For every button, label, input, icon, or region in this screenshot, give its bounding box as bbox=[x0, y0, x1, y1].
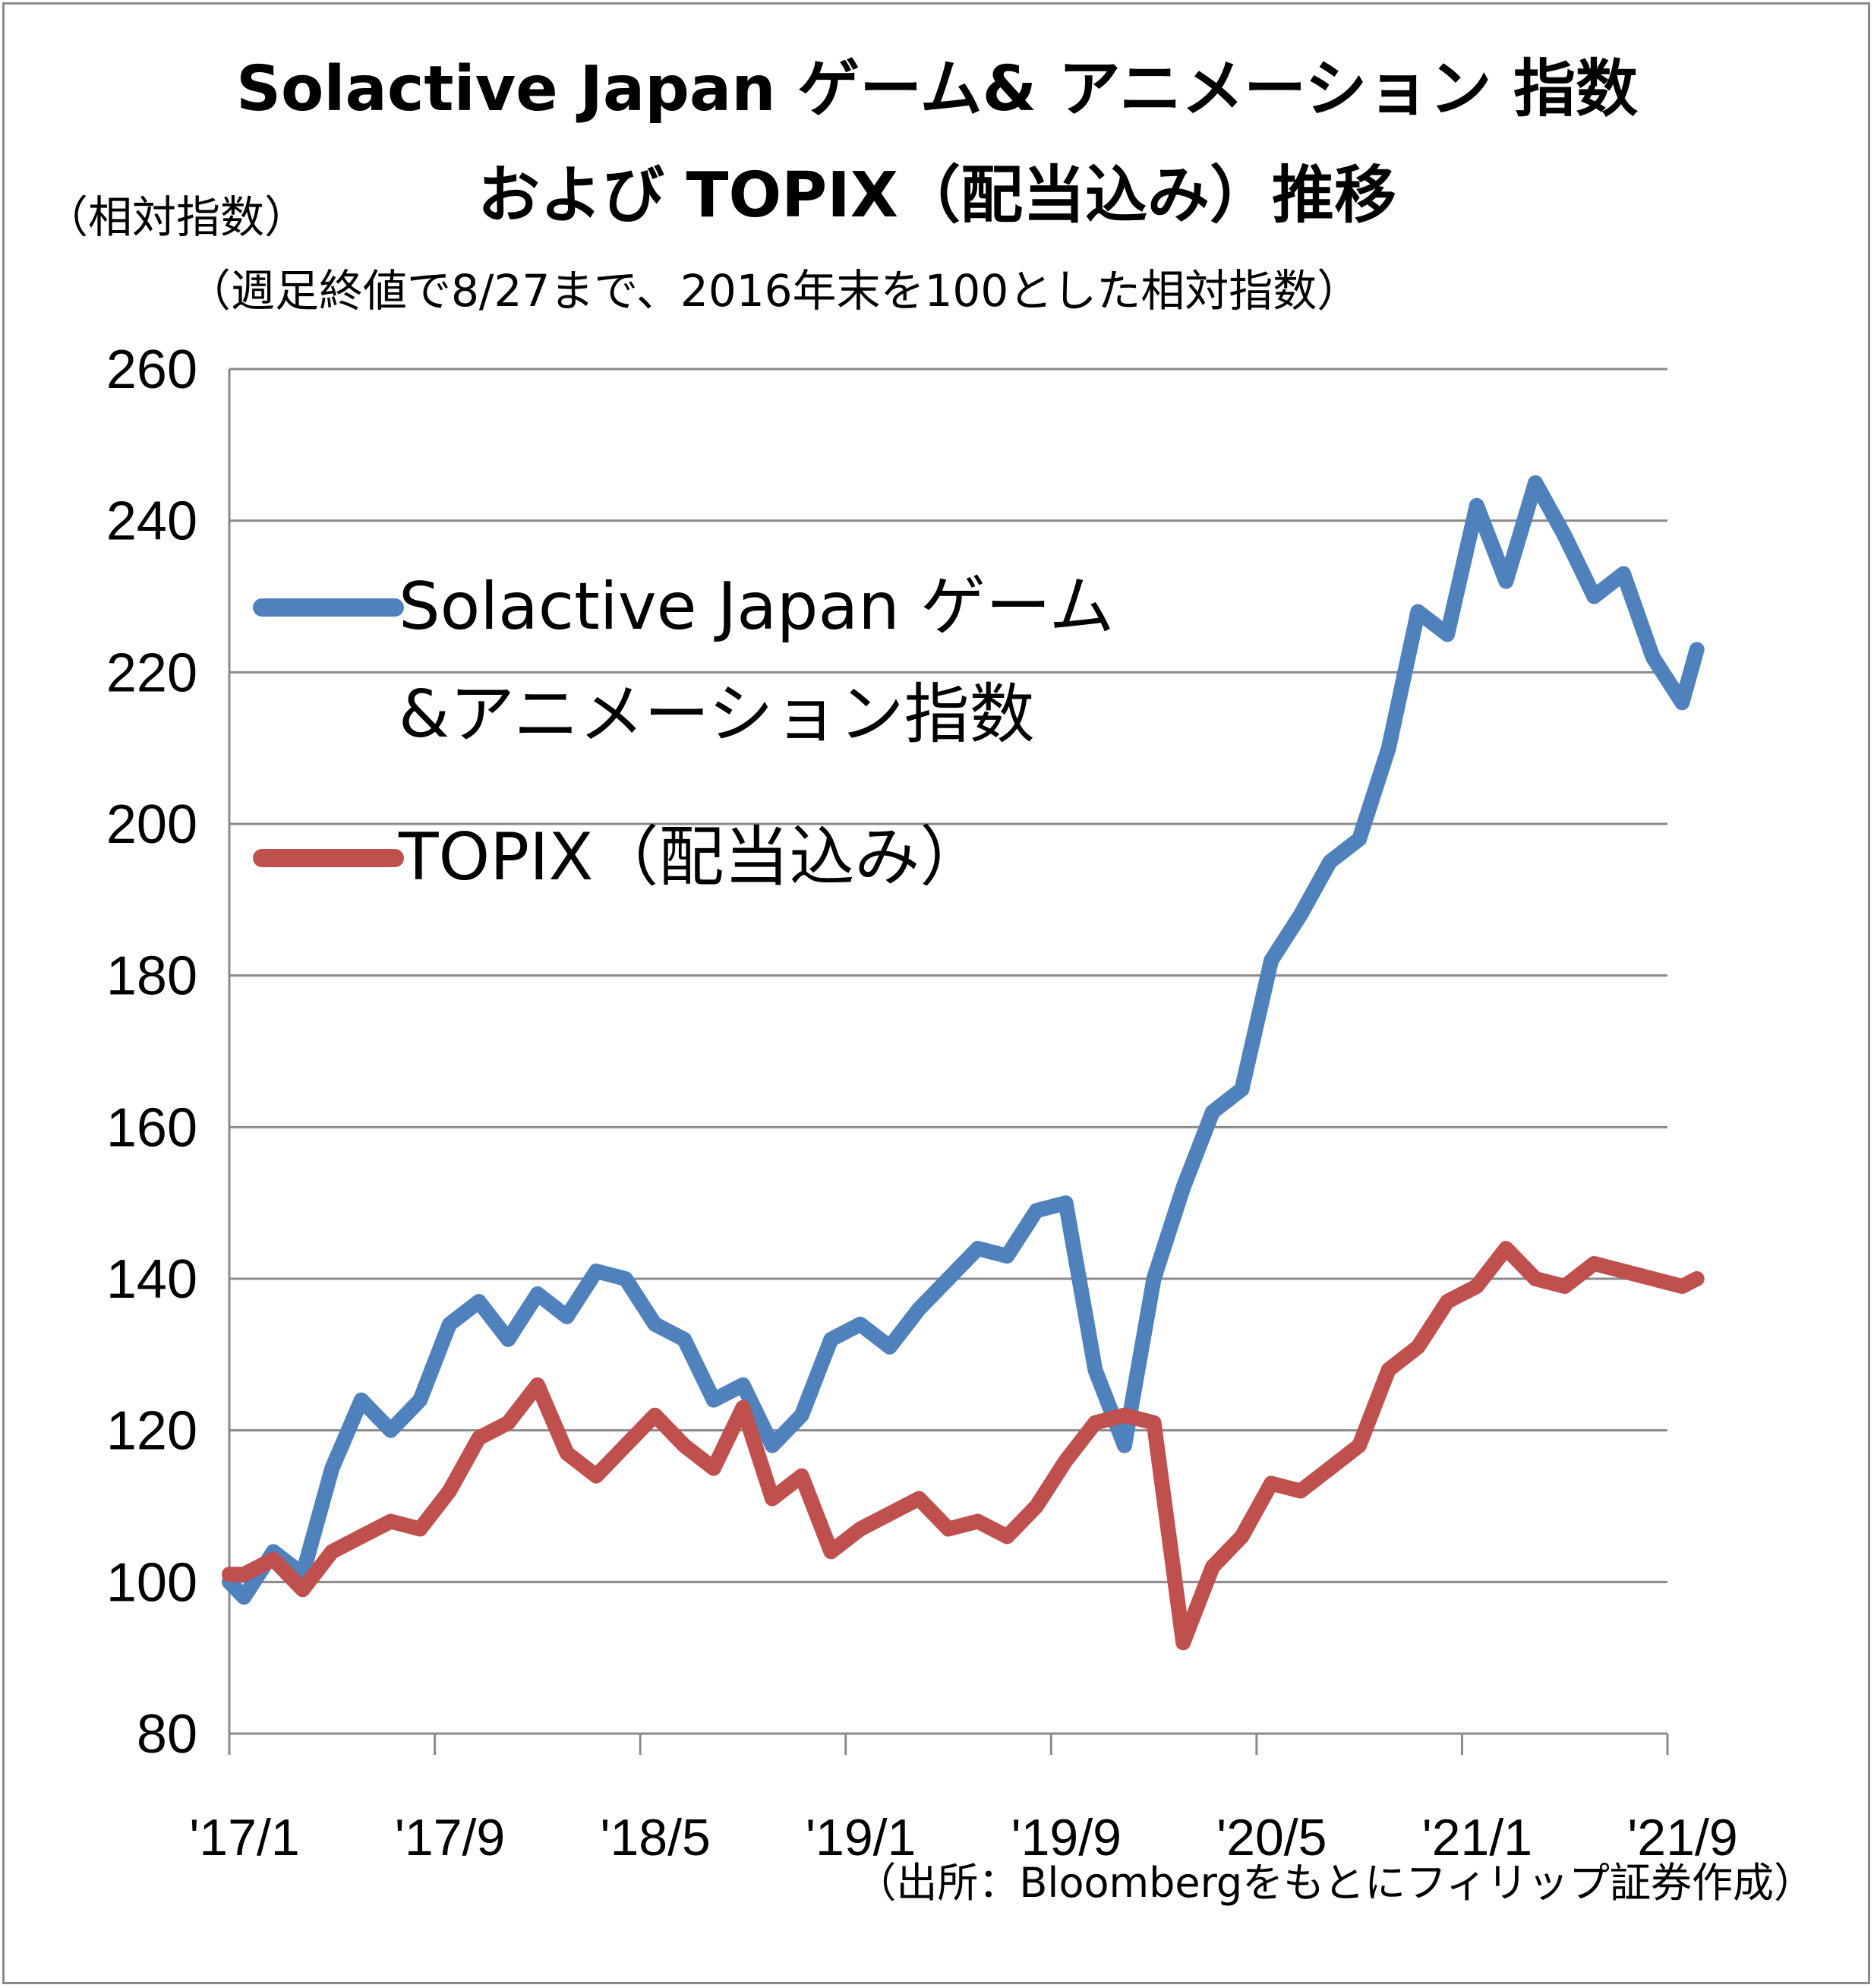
chart-subtitle: （週足終値で8/27まで、2016年末を100とした相対指数） bbox=[187, 265, 1361, 317]
chart-title-line2: および TOPIX（配当込み）推移 bbox=[477, 159, 1397, 232]
x-tick-label: '17/9 bbox=[395, 1809, 505, 1867]
x-tick-label: '18/5 bbox=[600, 1809, 710, 1867]
source-note: （出所：Bloombergをもとにフィリップ証券作成） bbox=[855, 1859, 1815, 1907]
series-line-solactive bbox=[222, 475, 1705, 1605]
x-tick-label: '20/5 bbox=[1216, 1809, 1327, 1867]
x-tick-label: '21/1 bbox=[1422, 1809, 1532, 1867]
x-tick-label: '17/1 bbox=[189, 1809, 299, 1867]
legend-label: &アニメーション指数 bbox=[399, 677, 1035, 753]
x-tick-label: '19/9 bbox=[1011, 1809, 1122, 1867]
y-tick-label: 220 bbox=[106, 642, 197, 703]
legend-label: TOPIX（配当込み） bbox=[398, 819, 985, 895]
series-line-topix bbox=[222, 1241, 1705, 1651]
x-tick-label: '21/9 bbox=[1627, 1809, 1737, 1867]
y-tick-label: 180 bbox=[106, 946, 197, 1007]
y-tick-label: 80 bbox=[137, 1704, 197, 1765]
legend-label: Solactive Japan ゲーム bbox=[399, 569, 1114, 645]
y-tick-label: 200 bbox=[106, 794, 197, 855]
x-tick-label: '19/1 bbox=[806, 1809, 916, 1867]
chart-title: Solactive Japan ゲーム& アニメーション 指数 bbox=[235, 53, 1639, 125]
y-tick-label: 160 bbox=[106, 1097, 197, 1158]
y-tick-label: 240 bbox=[106, 491, 197, 552]
y-tick-label: 260 bbox=[106, 339, 197, 400]
y-tick-label: 100 bbox=[106, 1552, 197, 1613]
y-tick-label: 120 bbox=[106, 1401, 197, 1462]
y-tick-label: 140 bbox=[106, 1249, 197, 1310]
